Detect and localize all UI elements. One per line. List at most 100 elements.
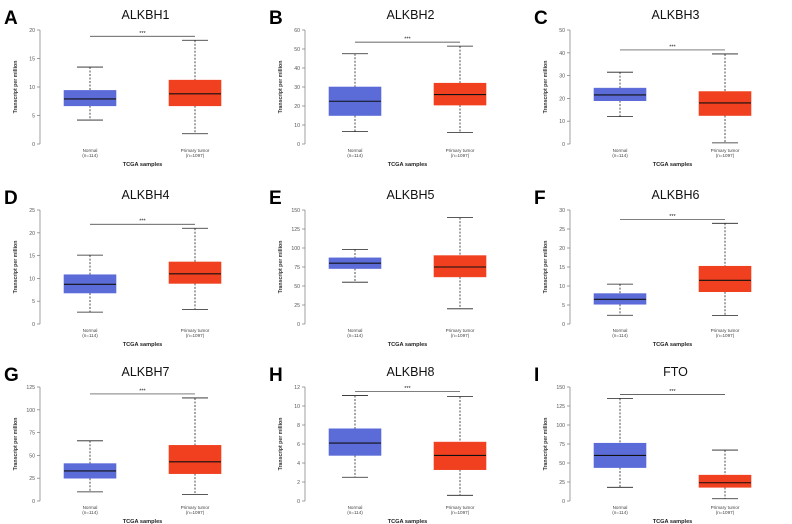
y-tick-label: 30 xyxy=(559,208,565,214)
y-tick-label: 5 xyxy=(562,303,565,309)
iqr-box xyxy=(698,91,752,116)
y-tick-label: 50 xyxy=(294,284,300,290)
iqr-box xyxy=(593,87,647,101)
group-count: (n=1097) xyxy=(186,333,205,338)
y-tick-label: 0 xyxy=(562,499,565,505)
box-normal: Normal(n=114) xyxy=(63,254,117,338)
y-tick-label: 30 xyxy=(294,85,300,91)
panel-f: F ALKBH6 0 5 10 15 20 25 30 Transcript per millio… xyxy=(534,188,752,348)
y-axis-label: Transcript per million xyxy=(13,241,19,294)
y-tick-label: 0 xyxy=(562,322,565,328)
y-axis-label: Transcript per million xyxy=(543,61,549,114)
y-tick-label: 50 xyxy=(559,28,565,34)
box-normal: Normal(n=114) xyxy=(593,397,647,515)
group-label: Normal xyxy=(348,505,363,510)
y-tick-label: 150 xyxy=(556,385,565,391)
y-tick-label: 25 xyxy=(559,227,565,233)
significance-label: *** xyxy=(139,31,146,37)
group-label: Primary tumor xyxy=(446,328,475,333)
group-label: Primary tumor xyxy=(181,148,210,153)
iqr-box xyxy=(433,255,487,278)
y-tick-label: 125 xyxy=(291,227,300,233)
y-tick-label: 10 xyxy=(294,123,300,129)
x-axis-label: TCGA samples xyxy=(388,162,428,168)
panel-i: I FTO 0 25 50 75 100 125 150 Transcript per milli… xyxy=(534,365,752,524)
box-tumor: Primary tumor(n=1097) xyxy=(168,39,222,158)
iqr-box xyxy=(168,445,222,474)
group-label: Primary tumor xyxy=(446,505,475,510)
group-count: (n=114) xyxy=(347,510,363,515)
group-count: (n=114) xyxy=(82,510,98,515)
y-tick-label: 10 xyxy=(29,85,35,91)
box-normal: Normal(n=114) xyxy=(328,249,382,338)
box-normal: Normal(n=114) xyxy=(328,53,382,158)
chart-title: ALKBH8 xyxy=(387,365,435,379)
y-tick-label: 15 xyxy=(29,254,35,260)
y-tick-label: 0 xyxy=(297,322,300,328)
y-tick-label: 5 xyxy=(32,299,35,305)
group-label: Normal xyxy=(613,505,628,510)
y-tick-label: 40 xyxy=(294,66,300,72)
x-axis-label: TCGA samples xyxy=(653,162,693,168)
y-tick-label: 20 xyxy=(29,231,35,237)
y-tick-label: 100 xyxy=(291,246,300,252)
chart-title: FTO xyxy=(663,365,688,379)
y-tick-label: 8 xyxy=(297,423,300,429)
y-axis-label: Transcript per million xyxy=(278,61,284,114)
y-tick-label: 30 xyxy=(559,74,565,80)
iqr-box xyxy=(328,428,382,456)
box-tumor: Primary tumor(n=1097) xyxy=(433,217,487,338)
panel-e: E ALKBH5 0 25 50 75 100 125 150 Transcript per mi… xyxy=(269,188,487,348)
y-tick-label: 15 xyxy=(559,265,565,271)
y-tick-label: 10 xyxy=(294,404,300,410)
panel-letter: A xyxy=(4,8,18,29)
y-tick-label: 75 xyxy=(294,265,300,271)
box-normal: Normal(n=114) xyxy=(63,66,117,158)
y-tick-label: 4 xyxy=(297,461,300,467)
box-normal: Normal(n=114) xyxy=(593,283,647,338)
significance-label: *** xyxy=(669,44,676,50)
group-count: (n=114) xyxy=(347,153,363,158)
group-label: Primary tumor xyxy=(446,148,475,153)
y-tick-label: 0 xyxy=(32,322,35,328)
box-tumor: Primary tumor(n=1097) xyxy=(698,449,752,515)
panel-letter: E xyxy=(269,188,282,209)
chart-title: ALKBH3 xyxy=(652,8,700,22)
y-tick-label: 60 xyxy=(294,28,300,34)
chart-title: ALKBH1 xyxy=(122,8,170,22)
significance-label: *** xyxy=(139,219,146,225)
box-tumor: Primary tumor(n=1097) xyxy=(168,397,222,515)
group-label: Primary tumor xyxy=(711,148,740,153)
x-axis-label: TCGA samples xyxy=(388,519,428,524)
y-tick-label: 20 xyxy=(29,28,35,34)
y-tick-label: 12 xyxy=(294,385,300,391)
x-axis-label: TCGA samples xyxy=(388,342,428,348)
group-label: Normal xyxy=(83,148,98,153)
y-tick-label: 125 xyxy=(556,404,565,410)
chart-title: ALKBH6 xyxy=(652,188,700,202)
y-tick-label: 15 xyxy=(29,57,35,63)
y-tick-label: 50 xyxy=(294,47,300,53)
group-label: Normal xyxy=(83,505,98,510)
chart-title: ALKBH2 xyxy=(387,8,435,22)
y-axis-label: Transcript per million xyxy=(278,241,284,294)
y-tick-label: 10 xyxy=(559,119,565,125)
chart-title: ALKBH7 xyxy=(122,365,170,379)
y-tick-label: 50 xyxy=(559,461,565,467)
box-normal: Normal(n=114) xyxy=(593,71,647,158)
group-label: Primary tumor xyxy=(711,505,740,510)
significance-label: *** xyxy=(139,388,146,394)
box-tumor: Primary tumor(n=1097) xyxy=(168,227,222,338)
group-label: Primary tumor xyxy=(181,505,210,510)
group-count: (n=114) xyxy=(612,510,628,515)
group-count: (n=1097) xyxy=(716,510,735,515)
y-tick-label: 0 xyxy=(297,499,300,505)
iqr-box xyxy=(168,261,222,284)
y-tick-label: 20 xyxy=(559,246,565,252)
y-tick-label: 100 xyxy=(26,408,35,414)
panel-letter: B xyxy=(269,8,283,29)
group-label: Normal xyxy=(348,148,363,153)
box-tumor: Primary tumor(n=1097) xyxy=(698,53,752,158)
group-count: (n=114) xyxy=(612,153,628,158)
